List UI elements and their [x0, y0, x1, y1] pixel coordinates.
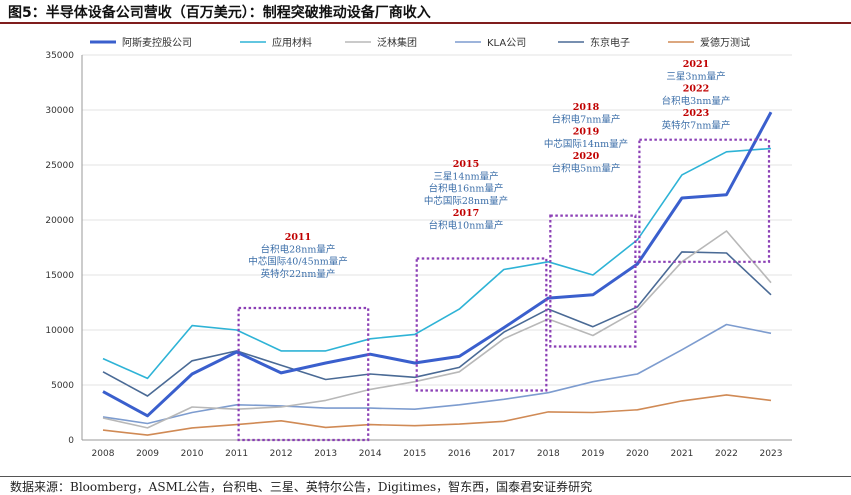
annotation-text: 中芯国际28nm量产 [424, 195, 508, 207]
annotation-year: 2022 [683, 84, 709, 95]
x-tick-label: 2009 [136, 449, 159, 459]
x-tick-label: 2014 [359, 449, 382, 459]
y-tick-label: 10000 [45, 326, 74, 336]
series-line [102, 111, 773, 418]
x-tick-label: 2019 [581, 449, 604, 459]
series-line [102, 394, 772, 436]
x-tick-label: 2015 [403, 449, 426, 459]
annotation-text: 台积电10nm量产 [429, 220, 504, 232]
node-box [549, 214, 637, 348]
annotation-year: 2017 [453, 208, 479, 219]
y-tick-label: 5000 [51, 381, 74, 391]
source-rule [0, 476, 851, 477]
series-line [102, 147, 772, 380]
annotation-year: 2023 [683, 108, 709, 119]
chart-legend: 阿斯麦控股公司 应用材料 泛林集团 KLA公司 东京电子 爱德万测试 [90, 36, 750, 49]
annotation-year: 2020 [573, 151, 600, 162]
x-tick-label: 2023 [760, 449, 783, 459]
legend-label: 东京电子 [590, 36, 630, 49]
annotation-text: 英特尔22nm量产 [261, 268, 336, 280]
series-line [102, 251, 772, 397]
node-box [638, 138, 771, 263]
annotation-text: 台积电7nm量产 [552, 113, 621, 125]
x-tick-label: 2012 [270, 449, 293, 459]
annotation-text: 台积电5nm量产 [552, 163, 621, 175]
legend-label: 泛林集团 [377, 36, 417, 49]
x-tick-label: 2016 [448, 449, 471, 459]
figure-title: 图5：半导体设备公司营收（百万美元）：制程突破推动设备厂商收入 [8, 5, 431, 21]
y-tick-label: 30000 [45, 106, 74, 116]
annotation-year: 2018 [573, 102, 600, 113]
x-tick-label: 2013 [314, 449, 337, 459]
title-rule [0, 22, 851, 24]
annotation-text: 中芯国际40/45nm量产 [248, 256, 348, 268]
x-axis: 2008 2009 2010 2011 2012 2013 2014 2015 2016 2017… [82, 439, 792, 459]
y-tick-label: 25000 [45, 161, 74, 171]
process-node-annotations: 2011台积电28nm量产中芯国际40/45nm量产英特尔22nm量产2015三… [248, 59, 730, 280]
annotation-year: 2011 [285, 232, 311, 243]
legend-label: 爱德万测试 [700, 36, 750, 49]
annotation-text: 中芯国际14nm量产 [544, 138, 628, 150]
x-tick-label: 2011 [225, 449, 248, 459]
x-tick-label: 2020 [626, 449, 649, 459]
annotation-year: 2019 [573, 127, 600, 138]
y-tick-label: 35000 [45, 51, 74, 61]
data-source: 数据来源：Bloomberg，ASML公告，台积电、三星、英特尔公告，Digit… [10, 480, 593, 494]
series-lines [102, 111, 773, 436]
y-axis: 0 5000 10000 15000 20000 25000 30000 35000 [45, 51, 83, 446]
x-tick-label: 2022 [715, 449, 738, 459]
legend-label: KLA公司 [487, 38, 526, 49]
annotation-text: 英特尔7nm量产 [662, 120, 731, 132]
y-tick-label: 15000 [45, 271, 74, 281]
x-tick-label: 2008 [92, 449, 115, 459]
x-tick-label: 2010 [181, 449, 204, 459]
series-line [102, 230, 772, 429]
annotation-text: 三星3nm量产 [666, 70, 725, 82]
node-box [415, 257, 548, 392]
series-line [102, 323, 772, 425]
annotation-text: 台积电16nm量产 [429, 183, 504, 195]
y-gridlines [82, 54, 792, 441]
x-tick-label: 2017 [492, 449, 515, 459]
y-tick-label: 0 [68, 436, 74, 446]
node-box [237, 306, 370, 442]
revenue-chart: 阿斯麦控股公司 应用材料 泛林集团 KLA公司 东京电子 爱德万测试 0 5000 10000… [45, 36, 792, 459]
x-tick-label: 2021 [670, 449, 693, 459]
annotation-year: 2021 [683, 59, 709, 70]
legend-label: 阿斯麦控股公司 [122, 36, 192, 49]
annotation-text: 台积电3nm量产 [662, 95, 731, 107]
annotation-year: 2015 [453, 159, 479, 170]
annotation-text: 台积电28nm量产 [261, 243, 336, 255]
x-tick-label: 2018 [537, 449, 560, 459]
process-node-boxes [237, 138, 771, 442]
annotation-text: 三星14nm量产 [433, 170, 498, 182]
legend-label: 应用材料 [272, 36, 312, 49]
y-tick-label: 20000 [45, 216, 74, 226]
